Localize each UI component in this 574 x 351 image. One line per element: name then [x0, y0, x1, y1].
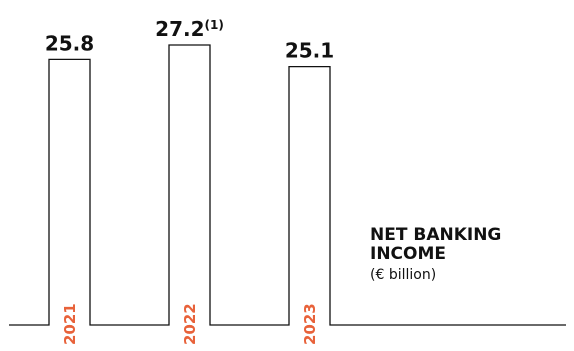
- value-label-2022: 27.2(1): [155, 17, 224, 41]
- chart-title-block: NET BANKING INCOME (€ billion): [370, 225, 570, 284]
- chart-subtitle: (€ billion): [370, 267, 437, 283]
- footnote-marker: (1): [205, 18, 224, 32]
- bar-2022: [169, 45, 210, 325]
- bar-2023: [289, 67, 330, 325]
- category-label-2021: 2021: [61, 303, 79, 345]
- bar-2021: [49, 59, 90, 325]
- category-label-2023: 2023: [301, 303, 319, 345]
- value-label-2023: 25.1: [285, 39, 334, 63]
- chart-title: NET BANKING INCOME: [370, 225, 502, 264]
- value-label-2021: 25.8: [45, 31, 94, 55]
- category-label-2022: 2022: [181, 303, 199, 345]
- bar-outline-baseline: [9, 44, 566, 326]
